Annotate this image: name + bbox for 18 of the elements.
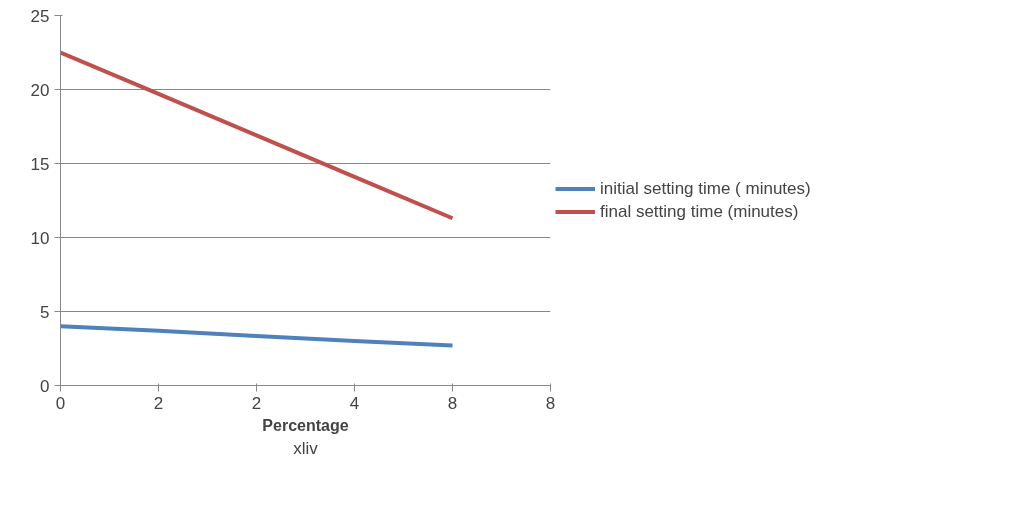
- x-tick-label: 2: [251, 393, 262, 413]
- legend-label: final setting time (minutes): [600, 201, 799, 222]
- line-series: [60, 50, 455, 221]
- x-axis-title: Percentage: [262, 416, 349, 434]
- x-tick-label: 2: [153, 393, 164, 413]
- y-tick-label: 5: [40, 302, 50, 322]
- line-series: [60, 324, 455, 348]
- y-tick-label: 0: [40, 376, 50, 396]
- y-tick-label: 10: [30, 228, 50, 248]
- x-tick-label: 8: [447, 393, 458, 413]
- y-tick-label: 15: [30, 154, 50, 174]
- x-tick-label: 8: [545, 393, 556, 413]
- legend-label: initial setting time ( minutes): [600, 178, 811, 199]
- x-tick-label: 0: [55, 393, 66, 413]
- text: xliv: [293, 438, 319, 458]
- x-tick-label: 4: [349, 393, 360, 413]
- y-tick-label: 25: [30, 6, 50, 26]
- y-tick-label: 20: [30, 80, 50, 100]
